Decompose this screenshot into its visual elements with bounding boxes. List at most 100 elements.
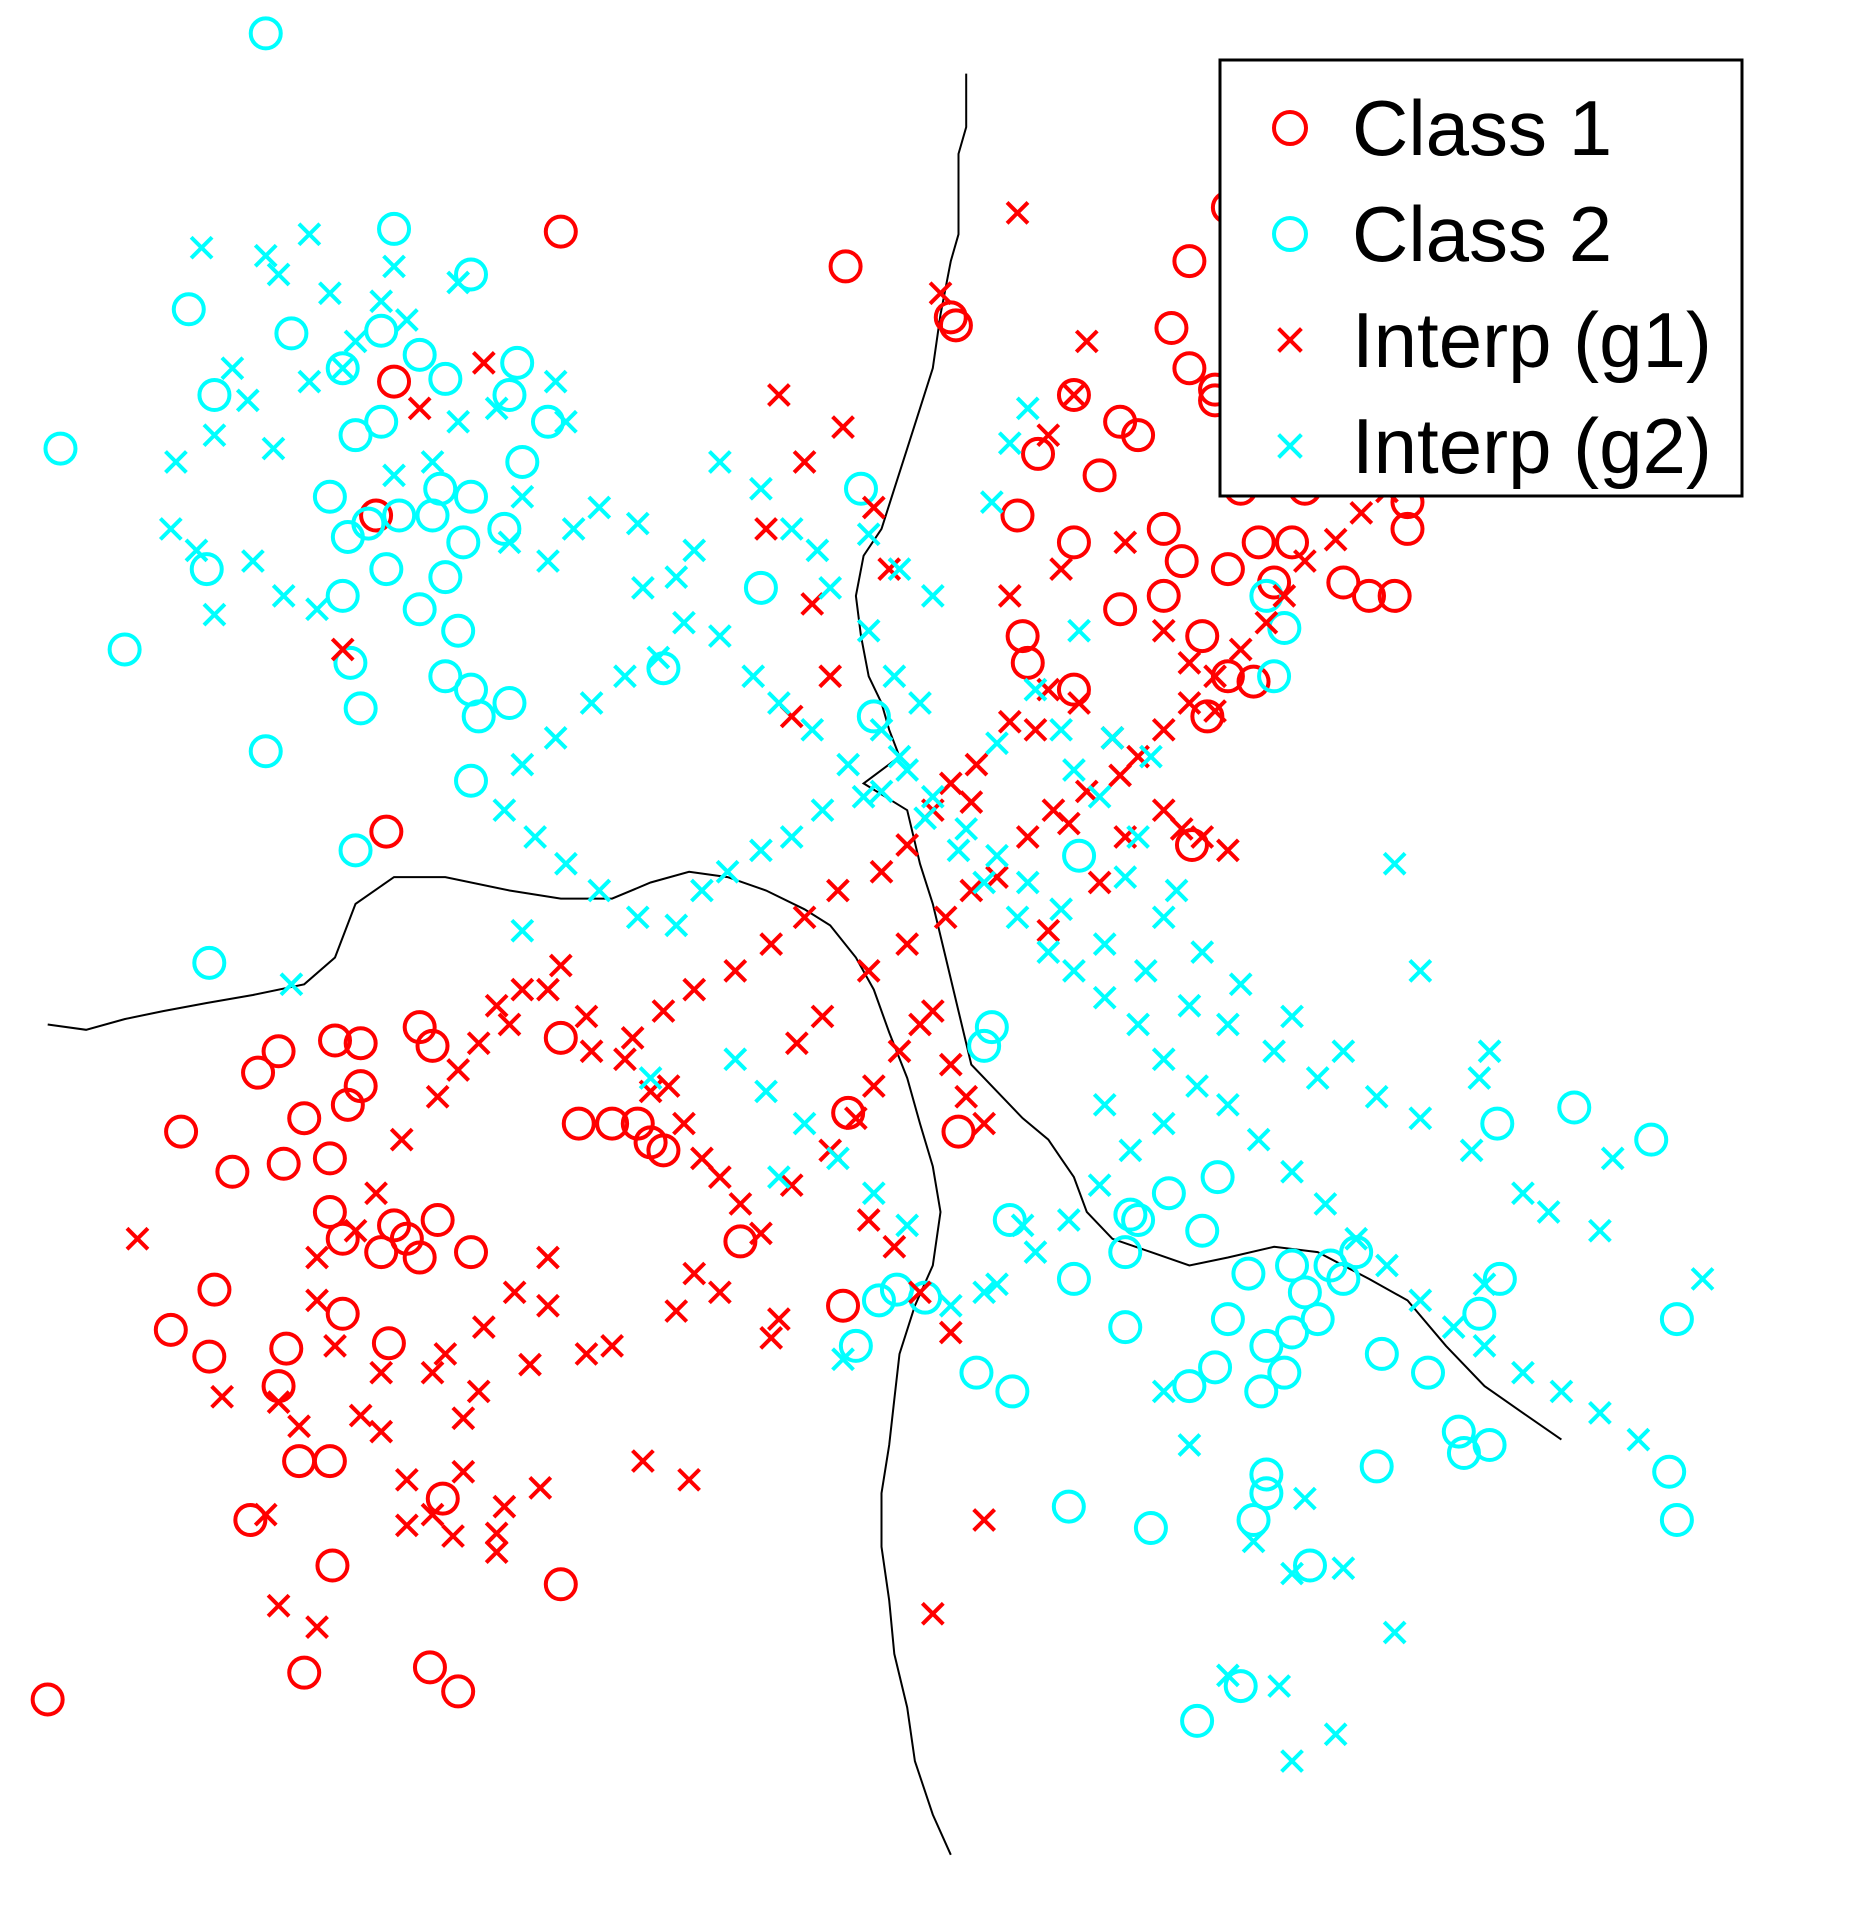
- data-point-cross: [484, 396, 509, 421]
- data-point-circle: [1056, 378, 1091, 412]
- data-point-cross: [767, 1165, 791, 1190]
- data-point-cross: [1408, 959, 1433, 983]
- data-point-cross: [1216, 1092, 1240, 1117]
- data-point-circle: [325, 1221, 360, 1256]
- data-point-cross: [330, 637, 355, 662]
- data-point-circle: [371, 1326, 406, 1361]
- data-point-cross: [831, 1347, 855, 1372]
- data-point-circle: [1062, 838, 1097, 873]
- data-point-cross: [682, 977, 707, 1002]
- legend-marker-cross: [1277, 433, 1303, 459]
- data-point-cross: [1382, 1620, 1407, 1645]
- data-point-cross: [792, 450, 817, 474]
- data-point-circle: [369, 552, 404, 587]
- data-point-cross: [297, 369, 322, 394]
- data-point-cross: [646, 645, 671, 670]
- data-point-circle: [1051, 1489, 1086, 1524]
- data-point-cross: [1067, 618, 1091, 643]
- data-point-circle: [1339, 1235, 1374, 1270]
- data-point-circle: [995, 1374, 1030, 1409]
- data-point-cross: [728, 1192, 753, 1216]
- data-point-cross: [1331, 1556, 1356, 1581]
- data-point-cross: [1549, 1379, 1574, 1404]
- data-point-cross: [1472, 1272, 1497, 1297]
- data-point-cross: [913, 806, 937, 831]
- data-point-cross: [305, 1615, 329, 1640]
- data-point-cross: [510, 752, 535, 777]
- data-point-circle: [325, 351, 360, 386]
- data-point-circle: [856, 699, 891, 734]
- data-point-cross: [543, 725, 568, 750]
- data-point-cross: [677, 1467, 701, 1492]
- data-point-cross: [1600, 1146, 1625, 1171]
- data-point-cross: [954, 817, 979, 841]
- data-point-cross: [1292, 549, 1317, 573]
- data-point-cross: [1036, 940, 1061, 965]
- data-point-cross: [523, 825, 548, 849]
- data-point-circle: [197, 378, 232, 412]
- data-point-cross: [510, 918, 535, 943]
- data-point-circle: [1236, 1503, 1271, 1537]
- data-point-cross: [861, 495, 886, 520]
- data-point-cross: [856, 1208, 881, 1232]
- data-point-circle: [454, 1235, 488, 1270]
- data-point-circle: [561, 1106, 596, 1141]
- data-point-cross: [741, 664, 766, 689]
- data-point-cross: [536, 1293, 560, 1318]
- data-point-cross: [818, 664, 843, 689]
- data-point-cross: [972, 1111, 997, 1136]
- data-point-cross: [1049, 717, 1073, 742]
- data-point-cross: [805, 538, 830, 563]
- data-point-cross: [985, 865, 1009, 890]
- data-point-circle: [30, 1682, 65, 1717]
- data-point-circle: [492, 686, 527, 721]
- data-point-cross: [826, 878, 850, 903]
- data-point-cross: [587, 878, 612, 903]
- data-point-cross: [1062, 758, 1086, 782]
- data-point-cross: [425, 1084, 450, 1109]
- data-point-cross: [1364, 1084, 1389, 1109]
- data-point-circle: [359, 498, 394, 533]
- data-point-cross: [561, 517, 586, 541]
- data-point-cross: [1349, 500, 1374, 525]
- data-point-cross: [394, 308, 419, 332]
- data-point-cross: [887, 557, 912, 581]
- data-point-cross: [869, 859, 894, 884]
- data-point-cross: [1015, 825, 1040, 849]
- data-point-circle: [318, 1023, 353, 1058]
- data-point-circle: [364, 404, 399, 439]
- data-point-cross: [297, 222, 322, 247]
- data-point-cross: [1023, 717, 1048, 742]
- data-point-circle: [492, 378, 527, 412]
- data-point-circle: [192, 945, 227, 980]
- data-point-cross: [369, 289, 394, 314]
- data-point-cross: [1467, 1066, 1492, 1090]
- data-point-circle: [941, 1114, 976, 1149]
- data-point-cross: [887, 1039, 912, 1064]
- data-point-cross: [1472, 1334, 1497, 1358]
- data-point-circle: [343, 1026, 378, 1061]
- data-point-circle: [153, 1312, 188, 1347]
- data-point-circle: [261, 1034, 296, 1069]
- data-point-circle: [1133, 1511, 1168, 1546]
- data-point-cross: [792, 905, 817, 930]
- data-point-circle: [828, 249, 863, 284]
- data-point-cross: [484, 1540, 509, 1565]
- data-point-circle: [369, 814, 404, 849]
- data-point-circle: [1108, 1310, 1143, 1345]
- data-point-cross: [843, 1106, 868, 1131]
- data-point-cross: [1139, 744, 1163, 769]
- data-point-cross: [1203, 664, 1227, 689]
- data-point-cross: [613, 664, 637, 689]
- data-point-cross: [1459, 1138, 1484, 1163]
- data-point-cross: [882, 664, 907, 689]
- data-point-cross: [779, 1173, 804, 1198]
- data-point-circle: [1557, 1090, 1592, 1125]
- data-point-cross: [708, 1280, 732, 1305]
- data-point-circle: [171, 292, 206, 327]
- data-point-cross: [1126, 1012, 1150, 1037]
- data-point-circle: [861, 1283, 896, 1318]
- data-point-cross: [895, 758, 920, 782]
- data-point-cross: [433, 1342, 458, 1366]
- data-point-cross: [938, 1320, 963, 1345]
